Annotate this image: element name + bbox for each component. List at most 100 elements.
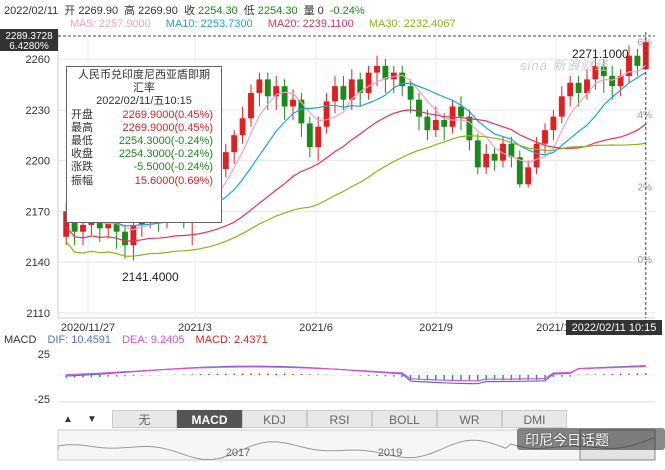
tab-5[interactable]: WR (437, 410, 502, 428)
ma10-label: MA10: 2253.7300 (165, 18, 253, 30)
candle-body (592, 65, 599, 80)
candle-body (80, 224, 86, 232)
candle-body (609, 76, 616, 87)
max-annotation: 2271.1000 (572, 47, 629, 61)
candle-body (491, 153, 498, 161)
candle-body (348, 79, 355, 100)
candle-body (516, 157, 523, 185)
candle-body (525, 167, 532, 185)
candle-body (508, 143, 515, 158)
tab-0[interactable]: 无 (112, 410, 177, 428)
tab-3[interactable]: RSI (307, 410, 372, 428)
y-tick-label: 2110 (26, 308, 50, 320)
x-tick-label: 2020/11/27 (61, 322, 115, 334)
header-change: -0.24% (329, 5, 365, 17)
dif-label: DIF: 10.4591 (47, 334, 112, 346)
tooltip-row: 振幅 15.6000(0.69%) (71, 175, 217, 188)
tooltip-title-2: 汇率 (133, 82, 155, 95)
candle-body (550, 116, 557, 131)
sina-watermark: sina 新浪财经 (520, 58, 609, 73)
candle-body (416, 99, 422, 117)
candle-body (424, 116, 431, 131)
candle-body (290, 99, 296, 107)
crosshair-price-box (0, 29, 58, 51)
candle-body (281, 86, 288, 107)
tooltip-key: 开盘 (71, 108, 93, 121)
candle-body (332, 86, 338, 102)
candle-body (63, 211, 70, 237)
candle-body (365, 72, 372, 93)
y-tick-label: 2230 (26, 105, 50, 117)
crosshair-date-box (566, 320, 662, 335)
x-tick-label: 2021/12 (536, 322, 576, 334)
candle-body (626, 55, 632, 76)
macd-title: MACD (4, 334, 37, 346)
tooltip-row: 最高 2269.9000(0.45%) (71, 122, 217, 135)
header-close: 2254.30 (197, 5, 238, 17)
candle-body (113, 218, 120, 232)
scroll-up-icon[interactable]: ▲ (63, 414, 73, 425)
tooltip-value: 2269.9000(0.45%) (122, 121, 213, 134)
crosshair-pct: 6.4280% (9, 41, 49, 52)
candle-body (617, 76, 624, 87)
tooltip-row: 收盘 2254.3000(-0.24%) (71, 148, 217, 161)
candle-body (432, 120, 439, 131)
candle-body (256, 79, 263, 93)
header-high: 2269.90 (138, 5, 178, 17)
tooltip-key: 最低 (71, 135, 93, 148)
candle-body (458, 106, 464, 117)
y-tick-label: 2260 (26, 54, 50, 66)
candle-body (575, 82, 582, 93)
x-tick-label: 2021/6 (299, 322, 333, 334)
scroll-down-icon[interactable]: ▼ (87, 414, 97, 425)
candle-body (474, 140, 481, 168)
tooltip-key: 振幅 (71, 174, 93, 187)
candle-body (634, 55, 641, 66)
ma5-label: MA5: 2257.9000 (70, 18, 151, 30)
candle-body (390, 72, 397, 80)
tooltip-key: 收盘 (71, 148, 93, 161)
candle-body (542, 130, 548, 144)
candle-body (357, 79, 364, 93)
header-date: 2022/02/11 (4, 5, 59, 17)
candle-body (222, 152, 229, 170)
pct-tick-label: 0% (638, 255, 653, 266)
navigator-label: 2017 (226, 447, 250, 459)
candle-body (340, 86, 347, 100)
crosshair-date: 2022/02/11 10:15 (572, 322, 657, 334)
candle-body (273, 86, 280, 97)
tab-1[interactable]: MACD (177, 410, 242, 428)
candle-body (399, 72, 406, 87)
ma30-line (65, 135, 646, 257)
y-tick-label: 2140 (26, 257, 50, 269)
y-tick-label: 2200 (26, 156, 50, 168)
x-tick-label: 2021/9 (419, 322, 453, 334)
candle-body (306, 123, 313, 148)
candle-body (323, 101, 330, 127)
candle-body (374, 65, 380, 73)
footer-badge (517, 428, 665, 450)
candle-body (466, 116, 473, 141)
candle-body (483, 153, 490, 168)
tooltip-key: 涨跌 (71, 161, 93, 174)
dea-label: DEA: 9.2405 (122, 334, 185, 346)
macd-tick-label: -25 (34, 394, 50, 406)
tab-4[interactable]: BOLL (372, 410, 437, 428)
crosshair-price: 2289.3728 (5, 31, 53, 42)
y-tick-label: 2170 (26, 206, 50, 218)
indicator-tabs: 无 MACD KDJ RSI BOLL WR DMI (112, 410, 567, 430)
min-annotation: 2141.4000 (122, 270, 179, 284)
tab-6[interactable]: DMI (502, 410, 567, 428)
macd-value-label: MACD: 2.4371 (195, 334, 268, 346)
pct-tick-label: 4% (638, 110, 653, 121)
header-volume: 0 (317, 5, 324, 17)
candle-body (500, 143, 506, 161)
candle-body (264, 79, 271, 97)
tooltip-title-1: 人民币兑印度尼西亚盾即期 (78, 69, 210, 81)
candle-body (122, 231, 128, 246)
x-tick-label: 2021/3 (178, 322, 212, 334)
tooltip-row: 涨跌 -5.5000(-0.24%) (71, 161, 217, 174)
tab-2[interactable]: KDJ (242, 410, 307, 428)
